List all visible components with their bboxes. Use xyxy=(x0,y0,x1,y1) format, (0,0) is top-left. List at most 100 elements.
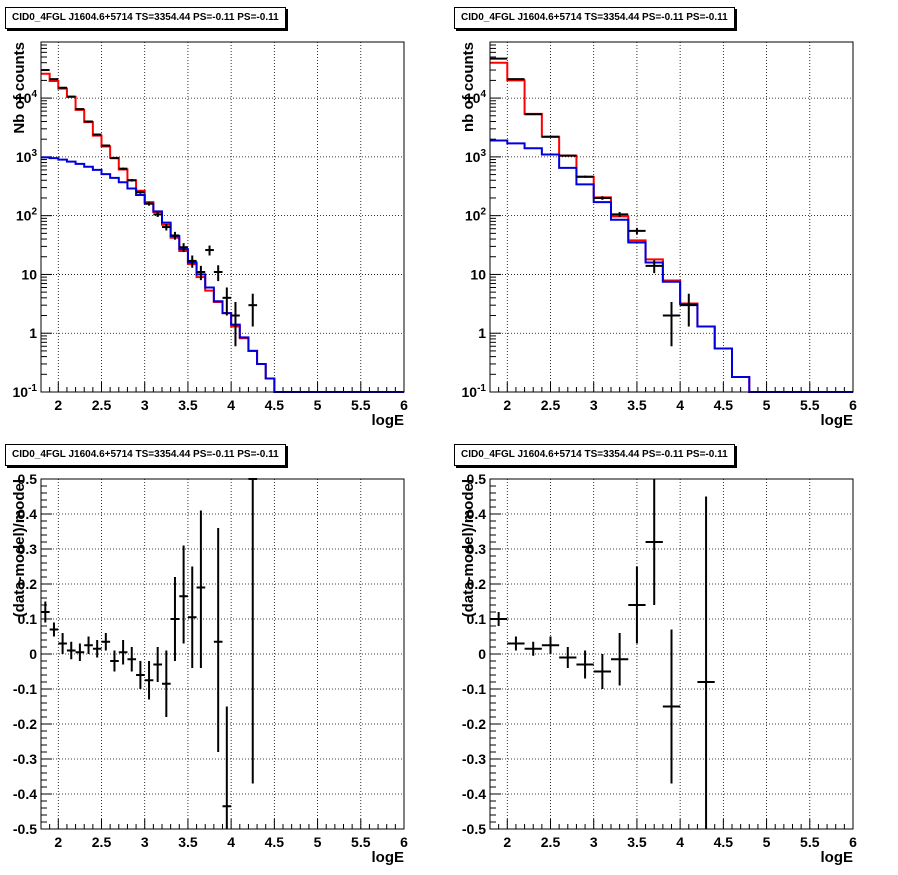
data-point xyxy=(611,212,629,217)
y-axis-title: (data-model)/model xyxy=(11,479,28,617)
y-tick-labels: 10-1 1 10 102 103 104 xyxy=(462,89,487,400)
y-tick-label: -0.4 xyxy=(13,786,37,802)
data-point xyxy=(110,157,119,160)
x-tick-label: 5.5 xyxy=(351,834,371,850)
x-tick-labels: 2 2.5 3 3.5 4 4.5 5 5.5 6 xyxy=(54,397,408,413)
residual-point xyxy=(66,641,76,660)
x-ticks xyxy=(40,819,405,829)
spectrum-panel-top-right: 2 2.5 3 3.5 4 4.5 5 5.5 6 10-1 1 10 102 103 104 logE nb … xyxy=(449,0,898,437)
y-tick-labels: -0.5 -0.4 -0.3 -0.2 -0.1 0 0.1 0.2 0.3 0.4 0.5 xyxy=(13,471,37,837)
y-tick-label: -0.2 xyxy=(462,716,486,732)
residual-point xyxy=(75,643,85,661)
data-point xyxy=(541,135,560,138)
y-axis-title: nb of counts xyxy=(460,42,477,132)
x-tick-label: 4.5 xyxy=(714,397,734,413)
residual-panel-bottom-right: 2 2.5 3 3.5 4 4.5 5 5.5 6 -0.5 -0.4 -0.3 -0.2 -0.1 0 0.… xyxy=(449,437,898,874)
y-tick-label: 10 xyxy=(470,266,486,282)
y-tick-label: 1 xyxy=(29,325,37,341)
y-tick-label: -0.5 xyxy=(13,821,37,837)
x-tick-label: 3.5 xyxy=(178,397,198,413)
residual-point xyxy=(645,479,663,605)
residual-point xyxy=(49,622,59,637)
residual-point xyxy=(58,633,67,654)
x-ticks xyxy=(489,382,854,392)
data-point xyxy=(222,287,232,316)
residual-point xyxy=(541,636,560,654)
y-tick-label: 10 xyxy=(21,266,37,282)
y-tick-label: -0.1 xyxy=(462,681,486,697)
x-tick-label: 6 xyxy=(849,834,857,850)
data-point xyxy=(58,86,67,89)
x-axis-title: logE xyxy=(821,849,854,866)
x-tick-label: 2 xyxy=(503,834,511,850)
plot-title: CID0_4FGL J1604.6+5714 TS=3354.44 PS=-0.… xyxy=(5,444,286,466)
plot-title: CID0_4FGL J1604.6+5714 TS=3354.44 PS=-0.… xyxy=(5,7,286,29)
data-point xyxy=(118,167,128,170)
x-tick-label: 3 xyxy=(590,397,598,413)
y-tick-labels: -0.5 -0.4 -0.3 -0.2 -0.1 0 0.1 0.2 0.3 0.4 0.5 xyxy=(462,471,486,837)
data-point xyxy=(576,175,594,178)
x-tick-label: 2 xyxy=(54,397,62,413)
x-tick-label: 4 xyxy=(676,397,684,413)
data-point xyxy=(645,260,663,274)
residual-point xyxy=(662,629,681,784)
y-tick-label: 104 xyxy=(16,89,38,106)
y-tick-label: 0.4 xyxy=(18,506,38,522)
data-point xyxy=(144,201,154,206)
x-tick-label: 3 xyxy=(141,397,149,413)
data-point xyxy=(127,179,137,182)
y-tick-label: 0.5 xyxy=(18,471,38,487)
data-point xyxy=(170,231,180,240)
y-tick-label: 0.1 xyxy=(467,611,487,627)
residual-point xyxy=(153,647,162,682)
y-tick-label: 102 xyxy=(465,207,487,224)
y-tick-label: -0.1 xyxy=(13,681,37,697)
x-axis-title: logE xyxy=(372,849,405,866)
residual-point xyxy=(144,661,154,700)
residual-plot: 2 2.5 3 3.5 4 4.5 5 5.5 6 -0.5 -0.4 -0.3 -0.2 -0.1 0 0.… xyxy=(11,471,408,866)
residual-point xyxy=(187,566,197,668)
residual-point xyxy=(611,633,629,686)
y-tick-label: 0.2 xyxy=(18,576,38,592)
y-ticks xyxy=(490,41,501,393)
data-point xyxy=(662,301,681,347)
data-point xyxy=(92,133,102,136)
data-point xyxy=(628,227,646,235)
plot-title: CID0_4FGL J1604.6+5714 TS=3354.44 PS=-0.… xyxy=(454,7,735,29)
data-point xyxy=(84,120,93,123)
plot-frame xyxy=(489,478,854,830)
spectrum-plot: 2 2.5 3 3.5 4 4.5 5 5.5 6 10-1 1 10 102 103 104 logE nb … xyxy=(460,41,857,429)
y-ticks xyxy=(490,478,501,830)
residual-point xyxy=(127,647,137,672)
y-ticks xyxy=(41,41,52,393)
data-point xyxy=(680,293,698,327)
grid xyxy=(41,479,405,829)
y-ticks xyxy=(41,478,52,830)
plot-title: CID0_4FGL J1604.6+5714 TS=3354.44 PS=-0.… xyxy=(454,444,735,466)
residual-plot: 2 2.5 3 3.5 4 4.5 5 5.5 6 -0.5 -0.4 -0.3 -0.2 -0.1 0 0.… xyxy=(460,471,857,866)
x-tick-label: 5 xyxy=(314,397,322,413)
spectrum-panel-top-left: 2 2.5 3 3.5 4 4.5 5 5.5 6 10-1 1 10 102 103 104 logE Nb … xyxy=(0,0,449,437)
data-point xyxy=(179,243,188,253)
y-tick-label: 0.2 xyxy=(467,576,487,592)
x-tick-labels: 2 2.5 3 3.5 4 4.5 5 5.5 6 xyxy=(54,834,408,850)
total-model-histogram xyxy=(41,72,404,393)
y-tick-label: 0.3 xyxy=(18,541,38,557)
x-tick-label: 5.5 xyxy=(800,397,820,413)
y-tick-label: 0.4 xyxy=(467,506,487,522)
x-tick-label: 2 xyxy=(503,397,511,413)
x-tick-label: 4 xyxy=(227,397,235,413)
data-point xyxy=(559,154,577,157)
y-tick-label: 0.5 xyxy=(467,471,487,487)
x-tick-label: 4 xyxy=(227,834,235,850)
y-axis-title: (data-model)/model xyxy=(460,479,477,617)
x-tick-label: 6 xyxy=(849,397,857,413)
x-tick-label: 5.5 xyxy=(800,834,820,850)
x-tick-label: 2.5 xyxy=(92,834,112,850)
residual-point xyxy=(136,661,145,689)
y-tick-label: 0.1 xyxy=(18,611,38,627)
residual-point xyxy=(490,612,508,626)
residual-point xyxy=(92,640,102,658)
residual-point xyxy=(559,647,577,668)
residual-point xyxy=(524,641,542,656)
